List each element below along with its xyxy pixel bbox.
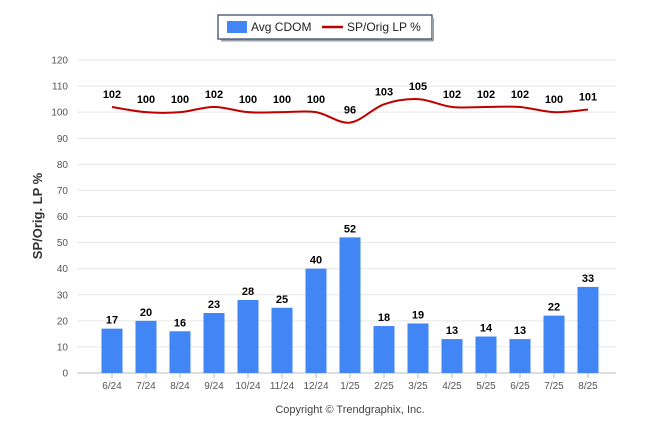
y-tick-label: 110: [52, 82, 68, 93]
legend-bar-swatch: [227, 21, 247, 33]
bar-data-label: 23: [208, 299, 220, 311]
legend: Avg CDOM SP/Orig LP %: [217, 14, 434, 42]
bar: [475, 336, 497, 373]
bar-data-label: 22: [548, 302, 560, 314]
bar: [543, 315, 565, 373]
x-tick-label: 3/25: [408, 381, 428, 392]
bar-data-label: 17: [106, 315, 118, 327]
line-data-label: 102: [477, 89, 495, 101]
x-tick-label: 8/25: [578, 381, 598, 392]
bar: [135, 320, 157, 373]
bar-data-label: 14: [480, 322, 493, 334]
line-data-label: 103: [375, 86, 393, 98]
line-data-label: 102: [443, 89, 461, 101]
x-tick-label: 4/25: [442, 381, 462, 392]
bar-data-label: 33: [582, 273, 594, 285]
line-series: [111, 98, 589, 124]
bar-data-label: 52: [344, 223, 356, 235]
bar: [509, 339, 531, 373]
y-tick-label: 90: [57, 134, 69, 145]
bar-data-label: 13: [446, 325, 458, 337]
line-data-label: 100: [239, 94, 257, 106]
bar-data-label: 16: [174, 317, 186, 329]
data-labels: 17 20 16 23 28 25 40 52 18 19 13 14 13 22 33 102 100 100 1…: [103, 81, 597, 337]
x-tick-label: 6/25: [510, 381, 530, 392]
bar-data-label: 25: [276, 294, 288, 306]
bar: [339, 237, 361, 373]
x-tick-label: 6/24: [102, 381, 122, 392]
bar: [203, 313, 225, 373]
y-tick-label: 30: [57, 290, 69, 301]
x-tick-label: 7/25: [544, 381, 564, 392]
bar: [169, 331, 191, 373]
x-axis-ticks: 6/24 7/24 8/24 9/24 10/24 11/24 12/24 1/25 2/25 3…: [102, 373, 598, 392]
line-data-label: 105: [409, 81, 427, 93]
line-data-label: 102: [103, 89, 121, 101]
bar-data-label: 13: [514, 325, 526, 337]
y-tick-label: 40: [57, 264, 69, 275]
line-data-label: 101: [579, 92, 597, 104]
y-tick-label: 10: [57, 342, 69, 353]
line-data-label: 96: [344, 105, 356, 117]
bar: [237, 299, 259, 373]
y-tick-label: 50: [57, 238, 69, 249]
bar-data-label: 40: [310, 255, 322, 267]
legend-item-sp-orig-lp: SP/Orig LP %: [347, 20, 421, 34]
y-tick-label: 80: [57, 160, 69, 171]
bar: [101, 328, 123, 373]
x-tick-label: 2/25: [374, 381, 394, 392]
line-data-label: 100: [137, 94, 155, 106]
bar-data-label: 19: [412, 309, 424, 321]
bar-data-label: 18: [378, 312, 390, 324]
bar-data-label: 28: [242, 286, 254, 298]
y-tick-label: 0: [62, 369, 68, 380]
y-axis-label: SP/Orig. LP %: [30, 172, 45, 259]
copyright-text: Copyright © Trendgraphix, Inc.: [275, 404, 424, 416]
y-tick-label: 60: [57, 212, 69, 223]
bar: [407, 323, 429, 373]
x-tick-label: 5/25: [476, 381, 496, 392]
y-tick-label: 120: [51, 56, 68, 67]
line-data-label: 100: [307, 94, 325, 106]
bar: [373, 326, 395, 373]
x-tick-label: 11/24: [270, 381, 295, 392]
y-tick-label: 70: [57, 186, 69, 197]
bar: [271, 307, 293, 373]
y-axis-ticks: 0 10 20 30 40 50 60 70 80 90 100 110 120: [51, 56, 68, 380]
line-path: [111, 98, 589, 124]
y-tick-label: 20: [57, 316, 69, 327]
line-data-label: 100: [545, 94, 563, 106]
x-tick-label: 12/24: [303, 381, 328, 392]
legend-item-avg-cdom: Avg CDOM: [251, 20, 311, 34]
bar: [305, 268, 327, 373]
bar-data-label: 20: [140, 307, 152, 319]
y-tick-label: 100: [51, 108, 68, 119]
x-tick-label: 10/24: [235, 381, 260, 392]
line-data-label: 100: [171, 94, 189, 106]
line-data-label: 102: [511, 89, 529, 101]
line-data-label: 102: [205, 89, 223, 101]
x-tick-label: 9/24: [204, 381, 224, 392]
bar-series: [101, 237, 599, 373]
bar: [441, 339, 463, 373]
x-tick-label: 7/24: [136, 381, 156, 392]
line-data-label: 100: [273, 94, 291, 106]
x-tick-label: 1/25: [340, 381, 360, 392]
x-tick-label: 8/24: [170, 381, 190, 392]
bar: [577, 286, 599, 373]
